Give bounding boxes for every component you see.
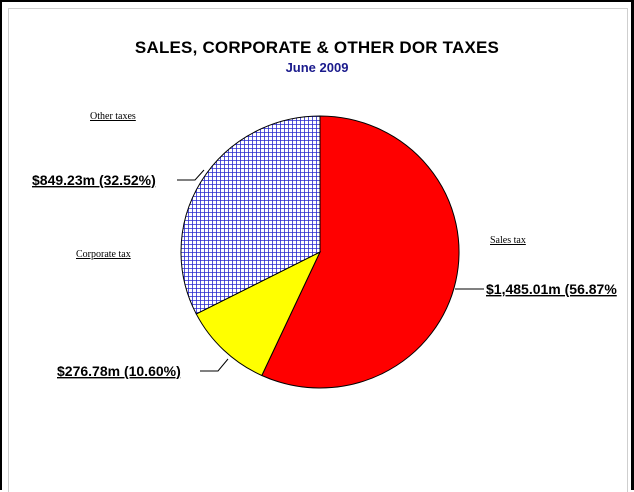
chart-border (8, 8, 628, 492)
pie-slice-corporate (195, 250, 322, 377)
pie-slice-sales (261, 115, 460, 389)
pie-slice-other (180, 115, 321, 315)
pie-slices (180, 115, 460, 389)
slice-name-sales: Sales tax (490, 235, 526, 246)
leader-lines (177, 169, 484, 372)
leader-line-other (177, 169, 205, 181)
slice-name-other: Other taxes (90, 111, 136, 122)
slice-name-corporate: Corporate tax (76, 249, 131, 260)
leader-line-corporate (200, 358, 229, 372)
chart-subtitle: June 2009 (285, 60, 349, 75)
slice-value-corporate: $276.78m (10.60%) (57, 363, 181, 379)
chart-title: SALES, CORPORATE & OTHER DOR TAXES (134, 38, 500, 57)
slice-value-other: $849.23m (32.52%) (32, 172, 156, 188)
slice-value-sales: $1,485.01m (56.87% (486, 281, 617, 297)
